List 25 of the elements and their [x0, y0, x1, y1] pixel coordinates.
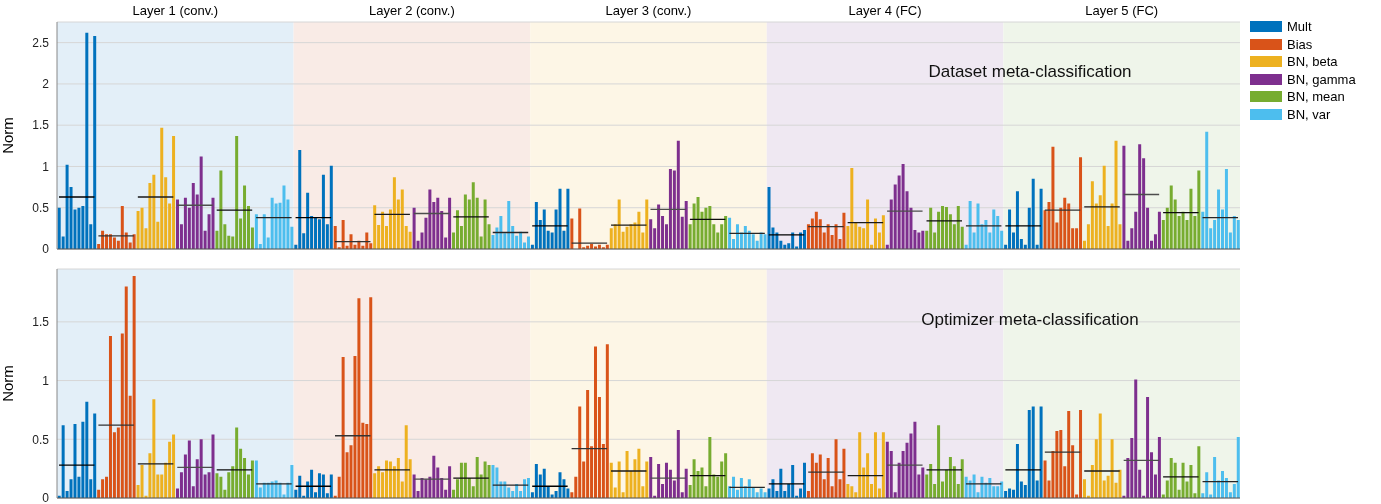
- y-tick-label: 2: [42, 77, 50, 92]
- y-tick-label: 1: [42, 159, 50, 174]
- y-axis-title: Norm: [0, 117, 17, 154]
- annotation: Optimizer meta-classification: [920, 310, 1140, 330]
- text: Layer 1 (conv.): [131, 3, 220, 18]
- legend-label: BN, var: [1287, 106, 1331, 122]
- text: Layer 5 (FC): [1084, 3, 1160, 18]
- legend-label: Bias: [1287, 36, 1313, 52]
- y-tick-label: 1.5: [32, 315, 50, 330]
- y-tick-label: 1.5: [32, 118, 50, 133]
- legend-label: BN, beta: [1287, 54, 1338, 70]
- legend-label: Mult: [1287, 19, 1312, 35]
- y-tick-label: 2.5: [32, 35, 50, 50]
- text: Layer 2 (conv.): [368, 3, 456, 18]
- annotation: Dataset meta-classification: [927, 62, 1133, 82]
- legend-label: BN, mean: [1287, 89, 1345, 105]
- y-axis-title: Norm: [0, 365, 17, 402]
- y-tick-label: 0.5: [32, 432, 50, 447]
- text: Layer 3 (conv.): [604, 3, 693, 18]
- y-tick-label: 0: [42, 242, 50, 257]
- y-tick-label: 1: [42, 373, 50, 388]
- y-tick-label: 0.5: [32, 200, 50, 215]
- text: Layer 4 (FC): [847, 3, 923, 18]
- y-tick-label: 0: [42, 491, 50, 504]
- legend-label: BN, gamma: [1287, 71, 1356, 87]
